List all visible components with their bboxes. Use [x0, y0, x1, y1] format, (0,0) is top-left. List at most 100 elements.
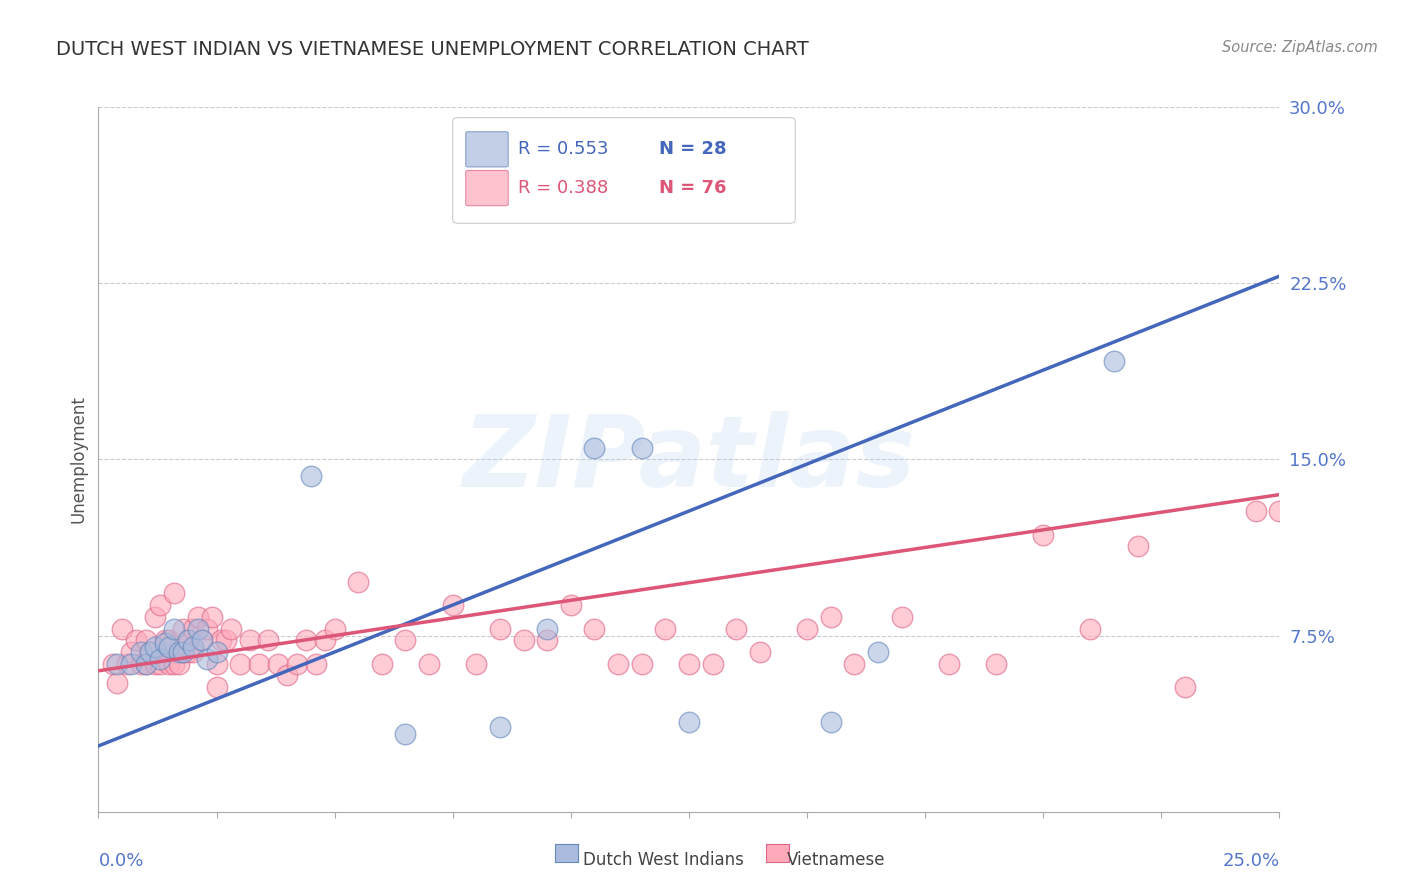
Point	[121, 657, 143, 671]
Point	[630, 441, 652, 455]
Text: 0.0%: 0.0%	[98, 852, 143, 870]
Point	[489, 622, 512, 636]
Point	[121, 645, 143, 659]
Point	[149, 652, 172, 666]
Point	[239, 633, 262, 648]
Point	[125, 633, 148, 648]
Point	[323, 622, 346, 636]
Point	[153, 633, 176, 648]
Point	[163, 622, 186, 636]
Point	[219, 622, 242, 636]
Point	[984, 657, 1007, 671]
Point	[583, 622, 606, 636]
Point	[143, 609, 166, 624]
Point	[167, 645, 190, 659]
Point	[187, 622, 209, 636]
Text: Source: ZipAtlas.com: Source: ZipAtlas.com	[1222, 40, 1378, 55]
Point	[418, 657, 440, 671]
Point	[157, 633, 180, 648]
Point	[820, 715, 842, 730]
Y-axis label: Unemployment: Unemployment	[69, 395, 87, 524]
Text: N = 28: N = 28	[659, 140, 727, 158]
Point	[1102, 353, 1125, 368]
Point	[866, 645, 889, 659]
Point	[135, 657, 157, 671]
FancyBboxPatch shape	[453, 118, 796, 223]
Point	[820, 609, 842, 624]
Point	[938, 657, 960, 671]
Point	[215, 633, 238, 648]
Point	[536, 622, 558, 636]
Point	[129, 657, 152, 671]
Point	[143, 657, 166, 671]
Point	[187, 609, 209, 624]
Point	[191, 633, 214, 648]
Text: DUTCH WEST INDIAN VS VIETNAMESE UNEMPLOYMENT CORRELATION CHART: DUTCH WEST INDIAN VS VIETNAMESE UNEMPLOY…	[56, 40, 808, 59]
Point	[285, 657, 308, 671]
Text: Vietnamese: Vietnamese	[787, 851, 886, 869]
Point	[143, 640, 166, 655]
Point	[1032, 527, 1054, 541]
Text: ZIPatlas: ZIPatlas	[463, 411, 915, 508]
Point	[177, 633, 200, 648]
Point	[1244, 504, 1267, 518]
Point	[229, 657, 252, 671]
Point	[111, 622, 134, 636]
Point	[247, 657, 270, 671]
Point	[607, 657, 630, 671]
FancyBboxPatch shape	[465, 132, 508, 167]
Point	[441, 598, 464, 612]
Point	[890, 609, 912, 624]
Point	[257, 633, 280, 648]
Text: Dutch West Indians: Dutch West Indians	[583, 851, 744, 869]
Point	[105, 657, 128, 671]
Point	[135, 633, 157, 648]
Point	[181, 640, 204, 655]
Point	[536, 633, 558, 648]
Point	[149, 598, 172, 612]
Point	[201, 609, 224, 624]
Text: 25.0%: 25.0%	[1222, 852, 1279, 870]
Point	[163, 586, 186, 600]
Point	[205, 645, 228, 659]
Point	[796, 622, 818, 636]
Point	[139, 645, 162, 659]
Point	[101, 657, 124, 671]
Text: N = 76: N = 76	[659, 179, 727, 197]
Point	[191, 633, 214, 648]
Point	[630, 657, 652, 671]
Point	[394, 633, 416, 648]
Point	[678, 715, 700, 730]
Point	[725, 622, 748, 636]
Point	[181, 622, 204, 636]
Point	[299, 468, 322, 483]
Point	[157, 640, 180, 655]
Point	[276, 668, 298, 682]
Point	[512, 633, 534, 648]
Point	[748, 645, 770, 659]
Point	[1268, 504, 1291, 518]
FancyBboxPatch shape	[465, 170, 508, 206]
Text: R = 0.553: R = 0.553	[517, 140, 609, 158]
Point	[702, 657, 724, 671]
Point	[177, 645, 200, 659]
Point	[105, 675, 128, 690]
Point	[167, 657, 190, 671]
Point	[172, 645, 194, 659]
Point	[560, 598, 582, 612]
Point	[195, 622, 218, 636]
Point	[149, 657, 172, 671]
Text: R = 0.388: R = 0.388	[517, 179, 607, 197]
Point	[1080, 622, 1102, 636]
Point	[489, 720, 512, 734]
Point	[314, 633, 336, 648]
Point	[153, 635, 176, 649]
Point	[654, 622, 676, 636]
Point	[295, 633, 318, 648]
Point	[181, 645, 204, 659]
Point	[129, 645, 152, 659]
Point	[135, 657, 157, 671]
Point	[205, 680, 228, 694]
Point	[205, 657, 228, 671]
Point	[583, 441, 606, 455]
